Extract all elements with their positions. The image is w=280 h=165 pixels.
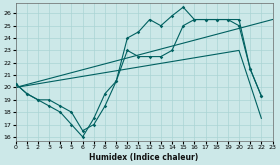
X-axis label: Humidex (Indice chaleur): Humidex (Indice chaleur) (89, 152, 199, 162)
